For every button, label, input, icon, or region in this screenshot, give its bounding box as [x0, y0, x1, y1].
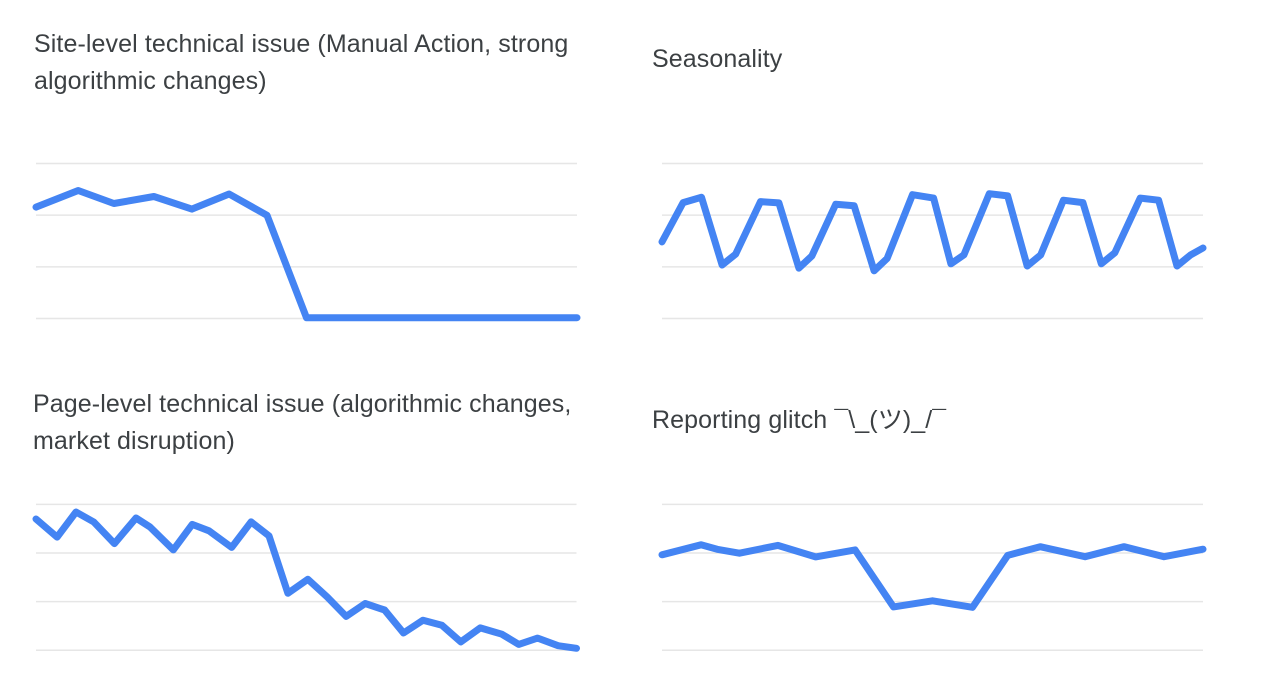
chart-title: Page-level technical issue (algorithmic … — [33, 386, 571, 460]
chart-title: Seasonality — [652, 41, 782, 78]
chart-plot-0 — [32, 162, 581, 322]
chart-plot-2 — [32, 503, 580, 652]
chart-title-line: Seasonality — [652, 45, 783, 73]
chart-title-line: Page-level technical issue (algorithmic … — [33, 390, 572, 418]
series-line — [658, 541, 1207, 611]
chart-title-line: algorithmic changes) — [34, 67, 267, 95]
chart-title-line: Site-level technical issue (Manual Actio… — [34, 30, 569, 58]
chart-title-line: Reporting glitch ¯\_(ツ)_/¯ — [652, 406, 947, 434]
chart-title-line: market disruption) — [33, 427, 235, 455]
series-line — [32, 508, 580, 652]
series-line — [658, 190, 1207, 275]
chart-title: Reporting glitch ¯\_(ツ)_/¯ — [652, 402, 946, 439]
chart-title: Site-level technical issue (Manual Actio… — [34, 26, 568, 100]
chart-plot-1 — [658, 162, 1207, 320]
series-line — [32, 187, 581, 322]
chart-plot-3 — [658, 503, 1207, 651]
